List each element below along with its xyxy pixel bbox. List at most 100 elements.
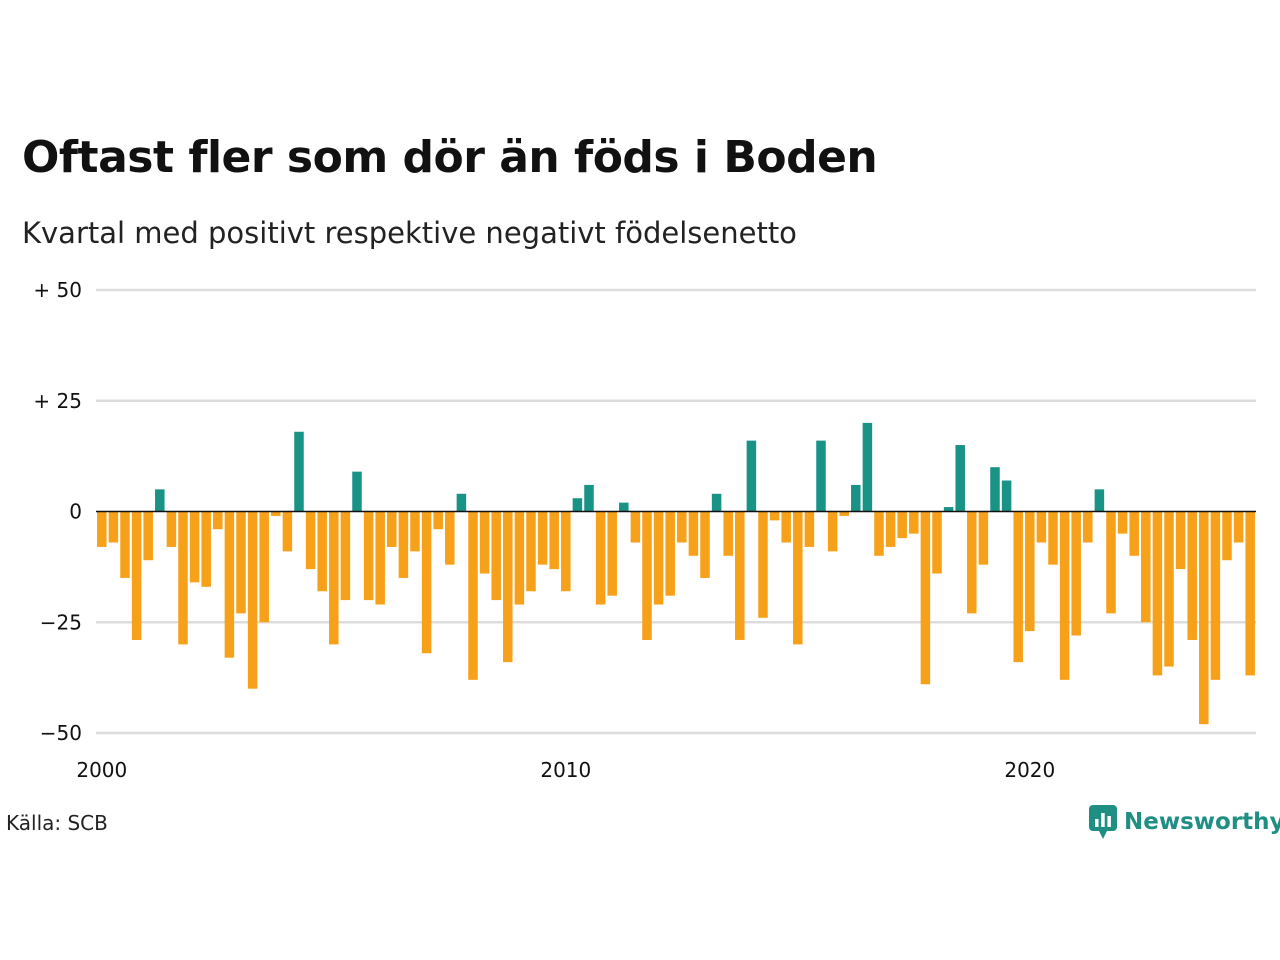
bar-2009-q2 bbox=[526, 511, 536, 592]
bar-2015-q2 bbox=[804, 511, 815, 547]
bar-2000-q1 bbox=[97, 511, 107, 547]
bar-2011-q1 bbox=[607, 511, 617, 596]
bar-2016-q2 bbox=[851, 484, 861, 512]
bar-2007-q2 bbox=[433, 511, 443, 530]
bar-2012-q4 bbox=[688, 511, 699, 556]
bar-2024-q4 bbox=[1245, 511, 1255, 676]
y-tick-label: −50 bbox=[40, 721, 82, 745]
bar-2008-q1 bbox=[468, 511, 478, 680]
bar-2016-q1 bbox=[839, 511, 849, 516]
bar-2014-q1 bbox=[746, 440, 757, 512]
bar-2019-q2 bbox=[990, 467, 1000, 512]
bar-2003-q3 bbox=[259, 511, 269, 623]
bar-2024-q2 bbox=[1222, 511, 1232, 561]
bar-2010-q2 bbox=[572, 498, 583, 512]
bar-2003-q1 bbox=[236, 511, 246, 614]
bar-2020-q2 bbox=[1036, 511, 1047, 543]
grid-lines bbox=[96, 288, 1256, 735]
y-tick-label: 0 bbox=[69, 500, 82, 524]
bar-2007-q1 bbox=[421, 511, 432, 654]
bar-2022-q1 bbox=[1117, 511, 1128, 534]
bar-2010-q1 bbox=[561, 511, 571, 592]
bar-2000-q4 bbox=[131, 511, 142, 640]
bar-2011-q3 bbox=[630, 511, 641, 543]
bar-2008-q3 bbox=[491, 511, 501, 601]
chart-subtitle: Kvartal med positivt respektive negativt… bbox=[22, 216, 797, 250]
bar-2014-q2 bbox=[758, 511, 768, 618]
bar-2006-q2 bbox=[387, 511, 397, 547]
chart-title: Oftast fler som dör än föds i Boden bbox=[22, 132, 878, 183]
bar-2019-q4 bbox=[1013, 511, 1023, 663]
bar-2012-q3 bbox=[677, 511, 687, 543]
bar-2015-q4 bbox=[827, 511, 838, 552]
bar-2022-q2 bbox=[1129, 511, 1139, 556]
y-tick-labels: + 50 + 25 0 −25 −50 bbox=[33, 278, 82, 745]
bar-2017-q1 bbox=[885, 511, 896, 547]
bar-2012-q1 bbox=[653, 511, 664, 605]
bar-2016-q4 bbox=[874, 511, 884, 556]
y-tick-label: −25 bbox=[40, 610, 82, 634]
bar-chart: + 50 + 25 0 −25 −50 2000 2010 2020 bbox=[33, 278, 1256, 782]
bar-2014-q4 bbox=[781, 511, 791, 543]
bar-2002-q2 bbox=[201, 511, 211, 587]
bar-2017-q4 bbox=[920, 511, 931, 685]
bar-2021-q3 bbox=[1094, 489, 1105, 512]
bar-2006-q1 bbox=[375, 511, 385, 605]
bar-2021-q2 bbox=[1083, 511, 1093, 543]
bar-2017-q2 bbox=[897, 511, 907, 539]
bar-2013-q1 bbox=[700, 511, 710, 578]
x-tick-label: 2020 bbox=[1004, 758, 1055, 782]
bar-2023-q3 bbox=[1187, 511, 1197, 640]
source-note: Källa: SCB bbox=[6, 811, 108, 835]
x-tick-label: 2010 bbox=[540, 758, 591, 782]
bar-2000-q2 bbox=[108, 511, 119, 543]
bar-2007-q3 bbox=[445, 511, 455, 565]
bar-2013-q4 bbox=[735, 511, 745, 640]
bar-2005-q2 bbox=[340, 511, 351, 601]
bar-2003-q4 bbox=[271, 511, 281, 516]
newsworthy-logo: Newsworthy bbox=[1088, 804, 1280, 840]
bar-2000-q3 bbox=[120, 511, 130, 578]
bar-2004-q3 bbox=[305, 511, 316, 570]
bar-2019-q3 bbox=[1001, 480, 1012, 512]
bar-2009-q1 bbox=[514, 511, 525, 605]
bar-2002-q4 bbox=[224, 511, 235, 658]
bar-2012-q2 bbox=[665, 511, 675, 596]
bar-2016-q3 bbox=[862, 422, 873, 512]
bar-2018-q3 bbox=[955, 445, 965, 512]
bar-2020-q3 bbox=[1048, 511, 1058, 565]
bar-2008-q4 bbox=[503, 511, 513, 663]
bar-2020-q1 bbox=[1025, 511, 1035, 632]
bar-2009-q4 bbox=[549, 511, 559, 570]
bar-2015-q3 bbox=[816, 440, 826, 512]
bar-2024-q1 bbox=[1210, 511, 1221, 680]
bar-2011-q4 bbox=[642, 511, 652, 640]
newsworthy-logo-icon bbox=[1089, 805, 1117, 839]
bar-2023-q1 bbox=[1164, 511, 1174, 667]
bar-2002-q3 bbox=[213, 511, 223, 530]
bar-2006-q4 bbox=[410, 511, 420, 552]
bar-2022-q3 bbox=[1141, 511, 1151, 623]
bar-2001-q4 bbox=[178, 511, 188, 645]
bar-2023-q2 bbox=[1175, 511, 1186, 570]
bar-2005-q1 bbox=[329, 511, 339, 645]
y-tick-label: + 25 bbox=[33, 389, 82, 413]
bar-2002-q1 bbox=[189, 511, 200, 583]
bar-2004-q1 bbox=[282, 511, 293, 552]
bar-2004-q2 bbox=[294, 431, 304, 512]
newsworthy-logo-text: Newsworthy bbox=[1124, 809, 1280, 835]
bar-2013-q3 bbox=[723, 511, 733, 556]
bar-2004-q4 bbox=[317, 511, 327, 592]
bar-2009-q3 bbox=[537, 511, 548, 565]
bar-2001-q3 bbox=[166, 511, 177, 547]
bar-2018-q2 bbox=[943, 507, 954, 512]
bar-2001-q2 bbox=[155, 489, 165, 512]
bar-2003-q2 bbox=[247, 511, 258, 689]
bar-2007-q4 bbox=[456, 493, 467, 512]
bar-2006-q3 bbox=[398, 511, 409, 578]
bars bbox=[97, 422, 1255, 725]
bar-2015-q1 bbox=[793, 511, 803, 645]
bar-2013-q2 bbox=[711, 493, 722, 512]
bar-2017-q3 bbox=[909, 511, 919, 534]
bar-2005-q4 bbox=[363, 511, 374, 601]
